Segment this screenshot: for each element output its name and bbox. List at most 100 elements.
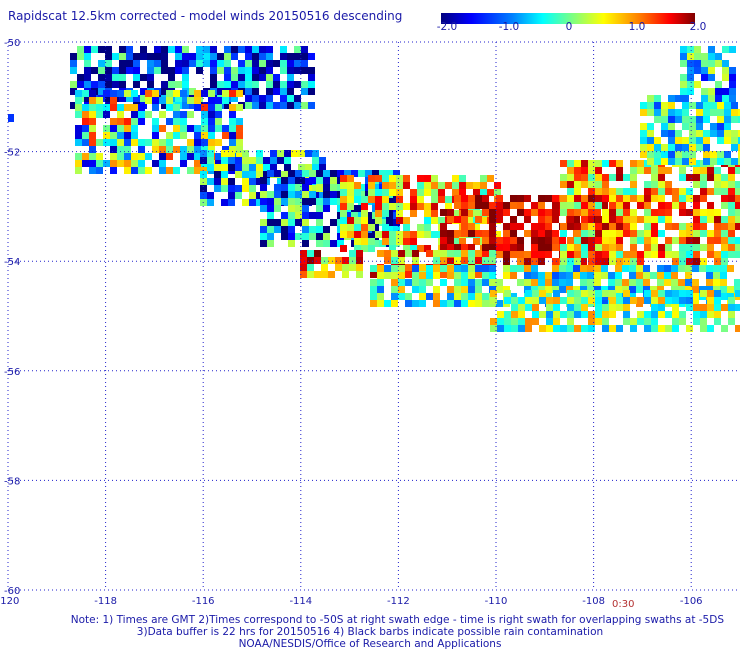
wind-cell [490,297,497,304]
wind-cell [647,151,654,158]
wind-cell [342,271,349,278]
wind-cell [173,118,180,125]
wind-cell [594,279,601,286]
wind-cell [267,226,274,233]
wind-cell [475,216,482,223]
wind-cell [96,111,103,118]
wind-cell [672,290,679,297]
wind-cell [344,170,351,177]
wind-cell [714,167,721,174]
wind-cell [349,264,356,271]
wind-cell [412,286,419,293]
wind-cell [274,205,281,212]
wind-cell [630,258,637,265]
wind-cell [140,95,147,102]
wind-cell [152,125,159,132]
wind-cell [236,90,243,97]
wind-cell [714,318,721,325]
wind-cell [595,195,602,202]
wind-cell [75,90,82,97]
wind-cell [138,118,145,125]
wind-cell [103,104,110,111]
wind-cell [510,202,517,209]
wind-cell [651,195,658,202]
wind-cell [256,178,263,185]
wind-cell [609,304,616,311]
wind-cell [295,184,302,191]
wind-cell [640,102,647,109]
wind-cell [180,160,187,167]
wind-cell [497,325,504,332]
wind-cell [375,196,382,203]
wind-cell [207,178,214,185]
wind-cell [609,237,616,244]
wind-cell [161,81,168,88]
wind-cell [277,178,284,185]
wind-cell [354,189,361,196]
wind-cell [538,258,545,265]
wind-cell [159,139,166,146]
wind-cell [361,224,368,231]
wind-cell [664,279,671,286]
wind-cell [728,188,735,195]
wind-cell [340,203,347,210]
wind-cell [194,167,201,174]
wind-cell [245,46,252,53]
wind-cell [273,81,280,88]
wind-cell [630,174,637,181]
wind-cell [173,146,180,153]
wind-cell [637,237,644,244]
wind-cell [588,318,595,325]
wind-cell [210,60,217,67]
wind-cell [636,265,643,272]
wind-cell [133,95,140,102]
wind-cell [609,325,616,332]
wind-cell [738,144,740,151]
wind-cell [461,230,468,237]
wind-cell [685,286,692,293]
wind-cell [518,318,525,325]
wind-cell [707,311,714,318]
wind-cell [731,137,738,144]
wind-cell [707,325,714,332]
wind-cell [417,182,424,189]
wind-cell [433,257,440,264]
wind-cell [517,209,524,216]
wind-cell [196,60,203,67]
wind-cell [680,46,687,53]
wind-cell [368,196,375,203]
wind-cell [714,223,721,230]
wind-cell [273,88,280,95]
wind-cell [274,170,281,177]
wind-cell [687,53,694,60]
wind-cell [256,157,263,164]
wind-cell [252,53,259,60]
wind-cell [728,202,735,209]
wind-cell [131,104,138,111]
wind-cell [222,132,229,139]
wind-cell [96,167,103,174]
wind-cell [665,167,672,174]
wind-cell [616,244,623,251]
wind-cell [344,212,351,219]
wind-cell [616,209,623,216]
wind-cell [438,217,445,224]
wind-cell [391,286,398,293]
wind-cell [700,167,707,174]
wind-cell [722,67,729,74]
wind-cell [294,67,301,74]
wind-cell [438,189,445,196]
wind-cell [609,195,616,202]
wind-cell [728,209,735,216]
wind-cell [182,46,189,53]
wind-cell [714,209,721,216]
wind-cell [686,244,693,251]
wind-cell [105,67,112,74]
wind-cell [323,240,330,247]
wind-cell [126,60,133,67]
wind-cell [391,293,398,300]
wind-cell [145,90,152,97]
wind-cell [644,244,651,251]
wind-cell [263,171,270,178]
wind-cell [559,272,566,279]
